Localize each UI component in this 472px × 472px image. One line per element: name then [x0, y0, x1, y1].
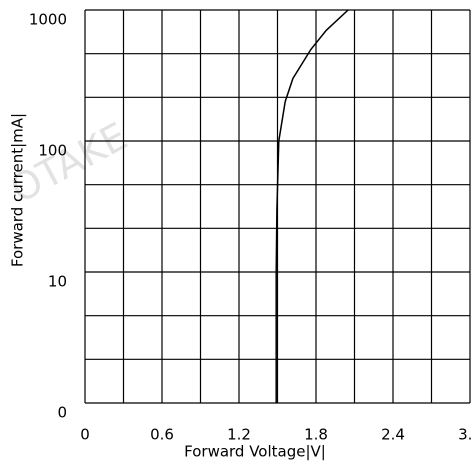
y-axis-title: Forward current|mA|: [9, 113, 27, 267]
x-tick-label: 1.2: [227, 426, 251, 444]
x-tick-label: 1.8: [304, 426, 328, 444]
curve: [275, 9, 349, 403]
y-tick-label: 1000: [29, 11, 67, 29]
y-tick-label: 10: [48, 273, 67, 291]
x-tick-label: 0: [80, 426, 90, 444]
y-tick-label: 100: [38, 142, 67, 160]
x-axis-title: Forward Voltage|V|: [184, 443, 326, 461]
x-tick-label: 2.4: [381, 426, 405, 444]
y-tick-label: 0: [57, 404, 67, 422]
x-tick-label: 3.0: [458, 426, 472, 444]
x-tick-label: 0.6: [150, 426, 174, 444]
